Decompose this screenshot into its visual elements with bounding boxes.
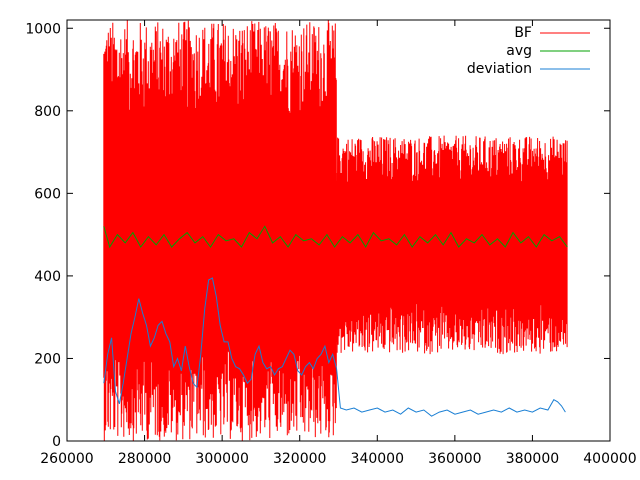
series-deviation [103,277,566,417]
y-tick-label: 800 [34,104,61,120]
y-axis: 0 200 400 600 800 1000 [25,21,610,450]
y-tick-label: 400 [34,269,61,285]
x-tick-label: 380000 [506,451,559,467]
x-tick-label: 320000 [273,451,326,467]
y-tick-label: 600 [34,186,61,202]
series-avg [103,225,568,249]
x-tick-label: 400000 [583,451,636,467]
y-tick-label: 0 [52,434,61,450]
series-bf [103,20,568,441]
y-tick-label: 200 [34,351,61,367]
x-tick-label: 260000 [40,451,93,467]
bf-segment [336,135,568,355]
x-tick-label: 300000 [195,451,248,467]
bf-segment [103,20,337,441]
x-tick-label: 360000 [428,451,481,467]
legend-label-avg: avg [506,43,532,59]
deviation-line [103,277,566,417]
plot-frame [66,19,611,442]
x-tick-label: 340000 [351,451,404,467]
x-tick-label: 280000 [118,451,171,467]
x-axis: 260000 280000 300000 320000 340000 360000 3800… [40,20,637,467]
y-tick-label: 1000 [25,21,61,37]
legend: BF avg deviation [467,25,590,77]
legend-label-deviation: deviation [467,61,532,77]
legend-label-bf: BF [514,25,532,41]
avg-line [103,225,568,249]
